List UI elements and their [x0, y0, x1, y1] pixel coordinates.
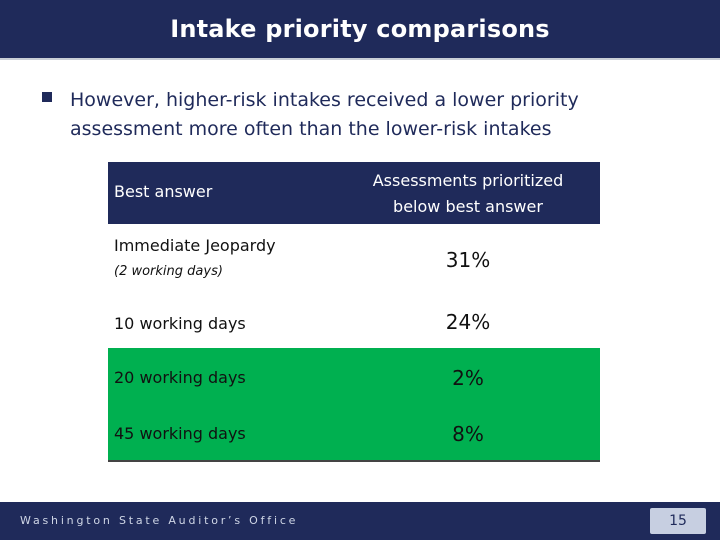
- title-bar: [0, 0, 720, 60]
- table-header-best-answer-label: Best answer: [114, 182, 213, 201]
- table-row-10-working-days: 10 working days 24%: [108, 292, 600, 348]
- row-category: 20 working days: [114, 368, 246, 387]
- row-percent: 8%: [452, 422, 484, 446]
- row-percent: 24%: [445, 310, 491, 334]
- bullet-text: However, higher-risk intakes received a …: [70, 89, 579, 140]
- table-bottom-border: [108, 460, 600, 462]
- table-header-assessments-prioritized: Assessments prioritized below best answe…: [336, 162, 600, 224]
- bullet-square-icon: [42, 92, 52, 102]
- row-subtext: (2 working days): [114, 264, 223, 279]
- page-number: 15: [650, 508, 706, 534]
- table-header-assessments-prioritized-label: Assessments prioritized below best answe…: [372, 171, 564, 216]
- row-category: 10 working days: [114, 314, 246, 333]
- table-header-best-answer: Best answer: [108, 162, 336, 224]
- row-percent: 31%: [445, 248, 491, 272]
- table-row-immediate-jeopardy: Immediate Jeopardy (2 working days) 31%: [108, 224, 600, 292]
- slide-title: Intake priority comparisons: [170, 15, 550, 43]
- row-category: Immediate Jeopardy: [114, 236, 276, 255]
- row-category: 45 working days: [114, 424, 246, 443]
- footer-office-name: Washington State Auditor’s Office: [20, 514, 299, 527]
- bullet-point: However, higher-risk intakes received a …: [42, 86, 682, 144]
- footer-bar: [0, 502, 720, 540]
- row-percent: 2%: [452, 366, 484, 390]
- priority-comparison-table: Best answer Assessments prioritized belo…: [108, 162, 600, 462]
- table-row-45-working-days: 45 working days 8%: [108, 404, 600, 460]
- table-row-20-working-days: 20 working days 2%: [108, 348, 600, 404]
